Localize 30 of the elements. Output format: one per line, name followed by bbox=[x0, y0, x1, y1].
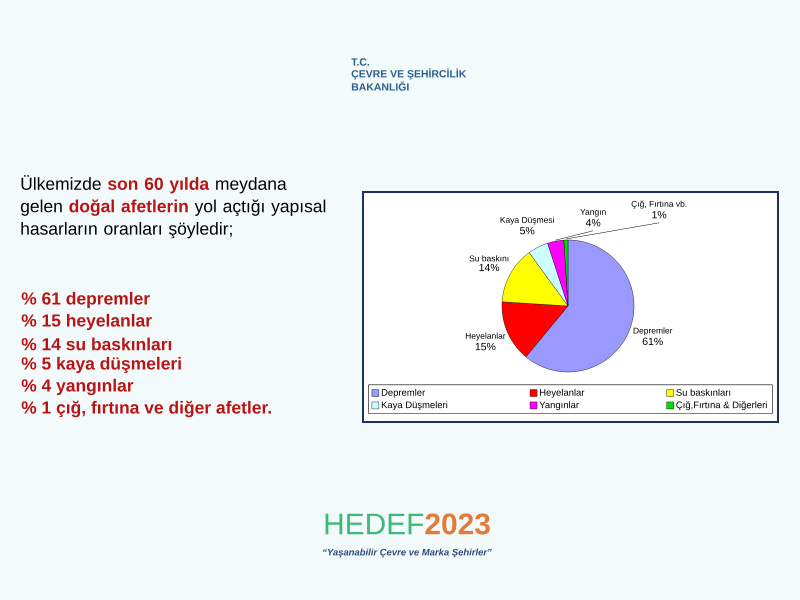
text: BAKANLIĞI bbox=[352, 81, 409, 91]
text: Çığ, Fırtına vb. bbox=[632, 200, 686, 209]
chart-title: Ülkemizde son 60 yılda meydana gelen doğal afetlerin yol açtığı yapısal hasarların oranları şöyledir; bbox=[20, 175, 326, 238]
text: T.C. bbox=[351, 58, 370, 66]
text: ÇEVRE VE ŞEHİRCİLİK bbox=[352, 68, 466, 80]
data-label: 61% bbox=[642, 338, 663, 346]
data-label: 4% bbox=[586, 219, 600, 226]
legend-label: Heyelanlar bbox=[540, 388, 584, 398]
text: % 4 yangınlar bbox=[22, 378, 134, 396]
legend-label: Kaya Düşmeleri bbox=[382, 401, 448, 410]
data-label: 1% bbox=[652, 211, 666, 218]
text: Yangın bbox=[580, 209, 606, 217]
text: “Yaşanabilir Çevre ve Marka Şehirler” bbox=[323, 548, 492, 558]
text: % 1 çığ, fırtına ve diğer afetler. bbox=[22, 400, 271, 418]
legend-label: Çığ,Fırtına & Diğerleri bbox=[676, 401, 767, 410]
legend-label: Yangınlar bbox=[539, 401, 579, 410]
text: % 15 heyelanlar bbox=[22, 314, 152, 330]
text: Kaya Düşmesi bbox=[500, 216, 554, 225]
text: Depremler bbox=[634, 327, 672, 336]
legend-label: Su baskınları bbox=[676, 388, 730, 396]
text: % 61 depremler bbox=[22, 292, 150, 308]
data-label: 5% bbox=[520, 227, 534, 234]
text: HEDEF2023 bbox=[326, 513, 490, 535]
data-label: 15% bbox=[476, 342, 496, 350]
text: Su baskını bbox=[470, 255, 508, 262]
text: % 5 kaya düşmeleri bbox=[22, 356, 181, 374]
data-label: 14% bbox=[479, 264, 500, 272]
legend-label: Depremler bbox=[382, 388, 426, 398]
text: Heyelanlar bbox=[466, 332, 506, 341]
text: % 14 su baskınları bbox=[22, 338, 172, 350]
